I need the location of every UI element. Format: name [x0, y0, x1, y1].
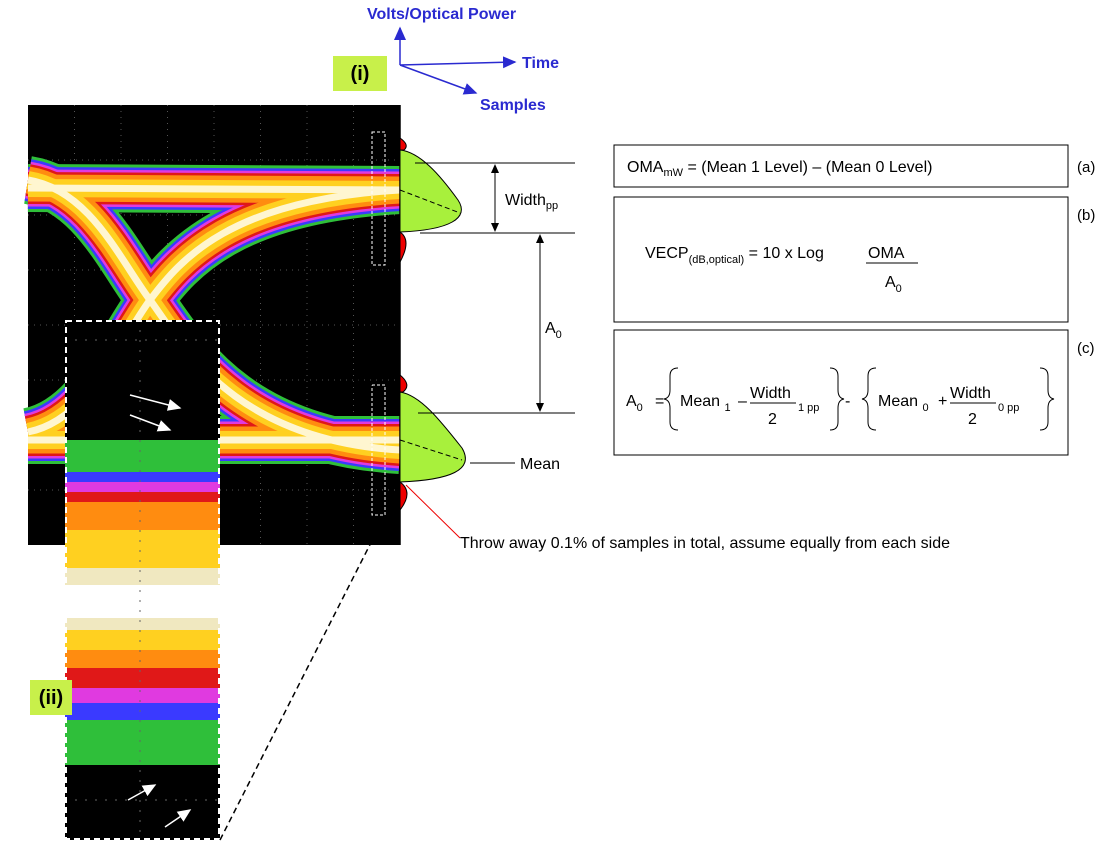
axis-label: Samples — [480, 97, 546, 114]
shape — [65, 482, 220, 492]
shape: pp — [546, 200, 558, 212]
shape: 0 — [896, 283, 902, 295]
equation-tag: (b) — [1077, 207, 1095, 224]
shape: (dB,optical) — [689, 254, 745, 266]
shape: VECP — [645, 245, 689, 262]
diagram: Volts/Optical Power Time Samples (i) Wid… — [0, 0, 1107, 845]
shape: - — [845, 393, 850, 410]
panel-label: (ii) — [39, 687, 63, 709]
shape — [400, 150, 461, 232]
shape — [28, 188, 400, 190]
shape — [406, 485, 460, 538]
shape — [65, 630, 220, 650]
shape: A — [885, 274, 896, 291]
shape: Width — [750, 385, 791, 402]
shape: A0 — [626, 393, 643, 414]
shape — [830, 368, 844, 430]
shape — [220, 515, 385, 840]
axis-label: Volts/Optical Power — [367, 6, 516, 23]
shape — [65, 668, 220, 688]
shape: Mean — [878, 393, 922, 410]
shape: 2 — [768, 411, 777, 428]
shape — [862, 368, 876, 430]
equation-b: VECP(dB,optical) = 10 x Log — [645, 245, 828, 266]
shape: 0 pp — [998, 402, 1019, 414]
axis-label: Time — [522, 55, 559, 72]
shape: mW — [663, 167, 683, 179]
shape — [65, 650, 220, 668]
mean-label: Mean — [520, 456, 560, 473]
panel-label: (i) — [351, 63, 370, 85]
equation-tag: (c) — [1077, 340, 1095, 357]
shape: = (Mean 1 Level) – (Mean 0 Level) — [683, 159, 932, 176]
shape: 1 — [724, 402, 730, 414]
equation-a: OMAmW = (Mean 1 Level) – (Mean 0 Level) — [627, 159, 932, 179]
shape — [65, 530, 220, 568]
shape — [400, 375, 407, 392]
shape: OMA — [627, 159, 664, 176]
shape — [400, 138, 406, 150]
shape — [65, 502, 220, 530]
shape: = — [655, 393, 664, 410]
axis-indicator — [400, 28, 515, 93]
shape: Width — [505, 192, 546, 209]
shape: 0 — [556, 329, 562, 341]
shape: Mean 0 — [878, 393, 929, 414]
shape: 0 — [637, 402, 643, 414]
shape: Width — [950, 385, 991, 402]
shape — [65, 703, 220, 720]
shape — [65, 618, 220, 630]
fraction-numerator: OMA — [868, 245, 905, 262]
throw-away-note: Throw away 0.1% of samples in total, ass… — [460, 535, 950, 552]
shape: 0 — [922, 402, 928, 414]
shape — [65, 720, 220, 765]
shape — [400, 392, 465, 482]
width-label: Widthpp — [505, 192, 558, 212]
shape — [65, 688, 220, 703]
equation-tag: (a) — [1077, 159, 1095, 176]
shape: + — [938, 393, 947, 410]
zoom-inset — [65, 320, 220, 840]
shape — [65, 440, 220, 472]
shape: A — [626, 393, 637, 410]
shape: Mean 1 — [680, 393, 731, 414]
shape — [400, 65, 476, 93]
shape: – — [738, 393, 747, 410]
shape: 1 pp — [798, 402, 819, 414]
shape: = 10 x Log — [744, 245, 828, 262]
shape: A — [545, 320, 556, 337]
shape — [65, 585, 220, 618]
a0-label: A0 — [545, 320, 562, 341]
shape — [65, 492, 220, 502]
shape — [400, 62, 515, 65]
shape — [400, 232, 406, 262]
equation-c: A0 = Mean 1 – Width 2 1 pp - Mean 0 + Wi… — [626, 368, 1054, 430]
shape — [65, 472, 220, 482]
shape — [400, 482, 407, 510]
shape — [1040, 368, 1054, 430]
shape — [65, 568, 220, 585]
fraction-denominator: A0 — [885, 274, 902, 295]
shape — [664, 368, 678, 430]
shape: 2 — [968, 411, 977, 428]
shape: Mean — [680, 393, 724, 410]
